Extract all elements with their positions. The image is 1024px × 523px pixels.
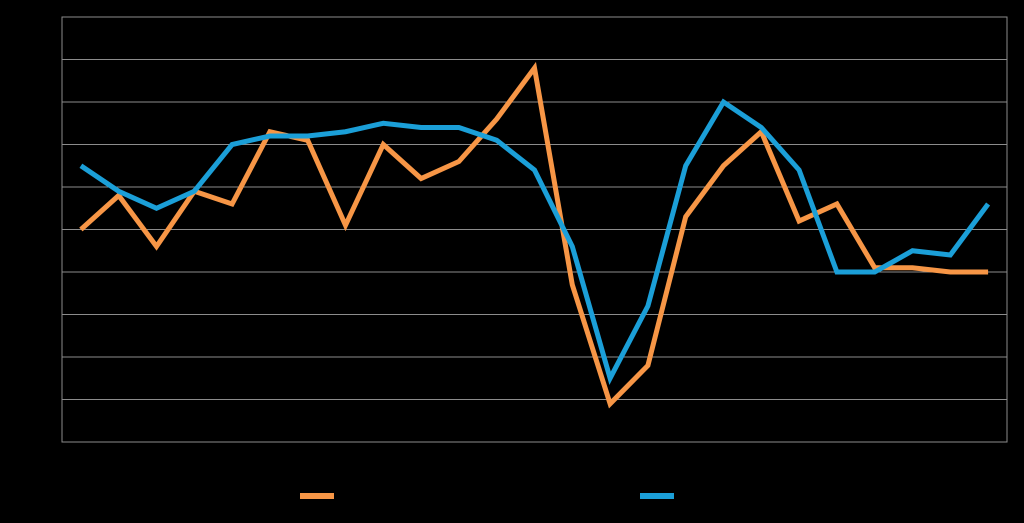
series-line	[79, 98, 991, 385]
series-line	[79, 61, 989, 409]
